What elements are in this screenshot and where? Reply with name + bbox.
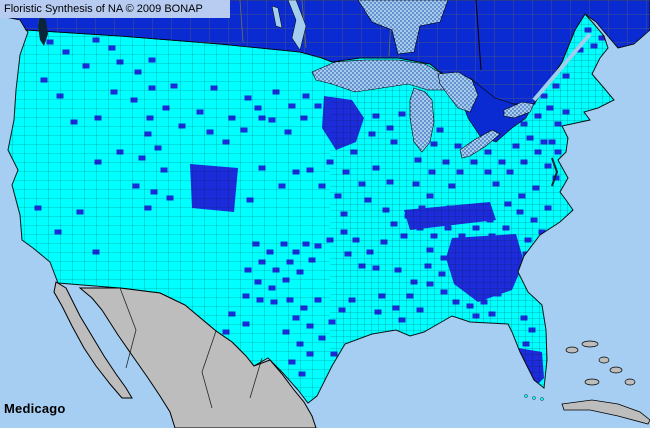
lake-manitoba xyxy=(271,5,283,29)
lake-ontario xyxy=(503,101,535,119)
puget-sound xyxy=(38,16,48,46)
title-bar: Floristic Synthesis of NA © 2009 BONAP xyxy=(0,0,230,18)
mexico-state-borders xyxy=(119,287,263,409)
map-attribution: Floristic Synthesis of NA © 2009 BONAP xyxy=(4,3,203,15)
lake-michigan xyxy=(409,87,435,153)
cuba xyxy=(561,399,650,425)
lake-erie xyxy=(459,129,501,159)
bahamas xyxy=(565,340,636,386)
lake-superior xyxy=(311,59,447,93)
chesapeake-bay xyxy=(551,157,559,187)
species-label: Medicago xyxy=(4,401,66,416)
lake-winnipeg xyxy=(287,0,307,51)
lake-huron xyxy=(437,71,479,113)
mexico-mainland xyxy=(78,287,317,428)
florida-keys xyxy=(524,394,544,401)
great-lakes xyxy=(311,59,535,159)
hudson-bay xyxy=(357,0,449,55)
canada-region xyxy=(0,0,650,105)
province-border xyxy=(475,0,482,71)
baja-california xyxy=(53,281,133,399)
mexico-region xyxy=(53,281,650,428)
st-lawrence-river xyxy=(532,32,592,102)
